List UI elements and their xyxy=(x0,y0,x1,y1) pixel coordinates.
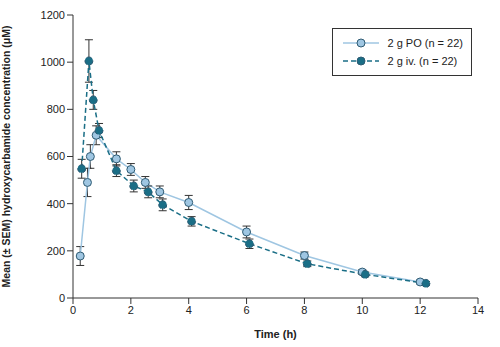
html-text:2 g iv. (n = 22): 2 g iv. (n = 22) xyxy=(387,55,458,67)
svg-text:8: 8 xyxy=(301,304,307,316)
svg-text:Mean (± SEM) hydroxycarbamide: Mean (± SEM) hydroxycarbamide concentrat… xyxy=(8,26,12,288)
svg-text:6: 6 xyxy=(244,304,250,316)
svg-text:14: 14 xyxy=(472,304,484,316)
svg-text:4: 4 xyxy=(186,304,192,316)
svg-text:400: 400 xyxy=(47,198,65,210)
svg-text:12: 12 xyxy=(414,304,426,316)
svg-text:800: 800 xyxy=(47,103,65,115)
svg-text:200: 200 xyxy=(47,245,65,257)
svg-text:0: 0 xyxy=(70,304,76,316)
svg-text:1200: 1200 xyxy=(41,9,65,21)
svg-text:1000: 1000 xyxy=(41,56,65,68)
html-text:2 g PO (n = 22): 2 g PO (n = 22) xyxy=(387,37,463,49)
svg-text:10: 10 xyxy=(356,304,368,316)
svg-text:Time (h): Time (h) xyxy=(254,328,297,340)
svg-text:0: 0 xyxy=(59,292,65,304)
svg-text:600: 600 xyxy=(47,150,65,162)
svg-text:2: 2 xyxy=(128,304,134,316)
